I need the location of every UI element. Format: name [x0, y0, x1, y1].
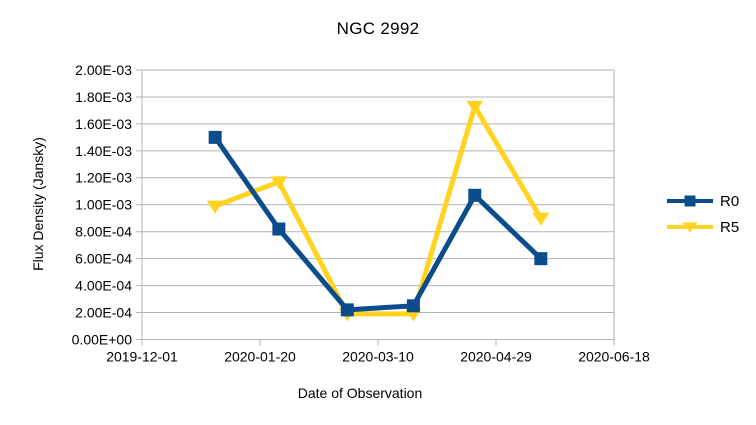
- x-tick-label: 2020-06-18: [578, 349, 650, 365]
- x-axis-title: Date of Observation: [297, 385, 423, 401]
- legend-label-r5: R5: [720, 218, 740, 236]
- x-tick-label: 2020-03-10: [342, 349, 414, 365]
- data-point-r5: [532, 212, 550, 226]
- y-tick-label: 1.60E-03: [75, 116, 132, 132]
- data-point-r5: [206, 200, 224, 214]
- legend-marker-r5: [667, 222, 713, 233]
- legend: R0 R5: [666, 188, 739, 240]
- y-tick-label: 1.40E-03: [75, 143, 132, 159]
- y-tick-label: 2.00E-04: [75, 304, 132, 320]
- x-tick-label: 2020-04-29: [460, 349, 532, 365]
- data-point-r0: [208, 130, 222, 144]
- legend-label-r0: R0: [720, 192, 740, 210]
- data-point-r0: [272, 222, 286, 236]
- data-point-r0: [340, 303, 354, 317]
- legend-item-r0: R0: [666, 188, 739, 214]
- series-line-r0: [213, 135, 543, 313]
- y-tick-label: 0.00E+00: [72, 331, 133, 347]
- y-tick-label: 2.00E-03: [75, 62, 132, 78]
- series-line-r5: [214, 103, 543, 317]
- y-axis-title: Flux Density (Jansky): [30, 137, 46, 271]
- data-point-r5: [270, 176, 288, 190]
- legend-square-icon: [684, 195, 696, 207]
- data-point-r0: [534, 252, 548, 266]
- x-tick-label: 2020-01-20: [224, 349, 296, 365]
- y-tick-label: 1.00E-03: [75, 197, 132, 213]
- y-tick-label: 1.20E-03: [75, 170, 132, 186]
- chart-title: NGC 2992: [336, 19, 420, 38]
- x-tick-label: 2019-12-01: [106, 349, 178, 365]
- y-tick-label: 8.00E-04: [75, 224, 132, 240]
- data-point-r0: [406, 299, 420, 313]
- y-tick-label: 6.00E-04: [75, 251, 132, 267]
- data-point-r5: [466, 100, 484, 114]
- data-point-r0: [468, 188, 482, 202]
- legend-marker-r0: [667, 195, 713, 207]
- y-tick-label: 4.00E-04: [75, 278, 132, 294]
- legend-triangle-icon: [682, 222, 698, 233]
- y-tick-label: 1.80E-03: [75, 89, 132, 105]
- legend-item-r5: R5: [666, 214, 739, 240]
